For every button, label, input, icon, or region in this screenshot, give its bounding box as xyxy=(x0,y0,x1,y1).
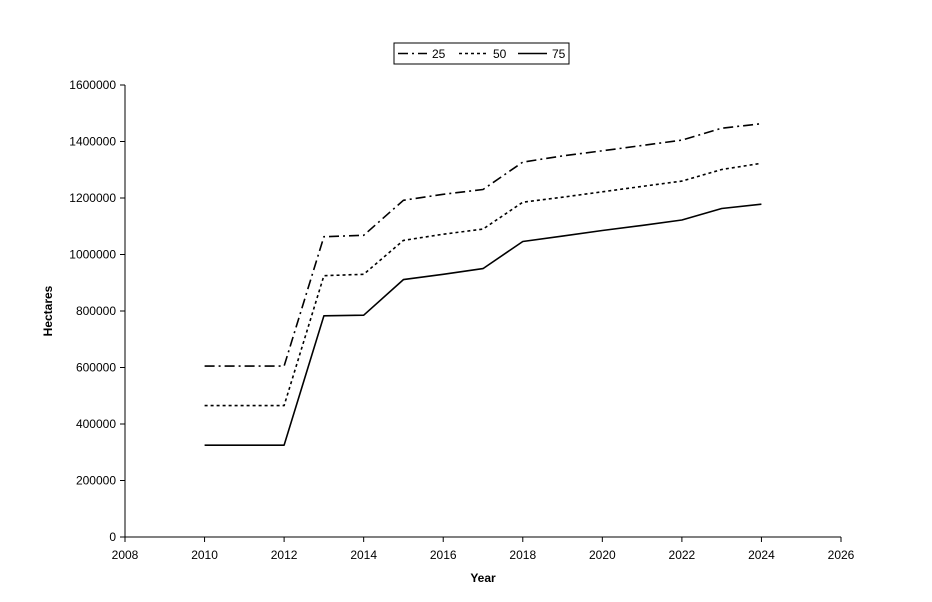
legend: 25 50 75 xyxy=(393,42,570,65)
y-tick-label: 1400000 xyxy=(69,135,116,149)
legend-label-50: 50 xyxy=(493,47,507,61)
plot-area xyxy=(204,122,762,447)
y-tick-label: 600000 xyxy=(76,361,116,375)
x-tick-label: 2018 xyxy=(509,548,536,562)
y-tick-label: 1200000 xyxy=(69,191,116,205)
legend-label-75: 75 xyxy=(552,47,566,61)
axes: 0 200000 400000 600000 800000 1000000 1200000 1… xyxy=(69,78,854,562)
x-tick-label: 2016 xyxy=(430,548,457,562)
series-line-25 xyxy=(204,122,762,367)
y-tick-label: 0 xyxy=(109,530,116,544)
y-tick-label: 200000 xyxy=(76,474,116,488)
series-line-75 xyxy=(204,203,762,447)
series-line-50 xyxy=(204,162,762,407)
legend-label-25: 25 xyxy=(432,47,446,61)
legend-box xyxy=(393,42,570,65)
y-tick-label: 400000 xyxy=(76,417,116,431)
x-tick-label: 2022 xyxy=(669,548,696,562)
x-tick-label: 2008 xyxy=(112,548,139,562)
y-tick-label: 1600000 xyxy=(69,78,116,92)
y-tick-label: 800000 xyxy=(76,304,116,318)
x-tick-label: 2020 xyxy=(589,548,616,562)
x-tick-label: 2024 xyxy=(748,548,775,562)
y-axis-title: Hectares xyxy=(41,285,55,336)
x-tick-label: 2012 xyxy=(271,548,298,562)
x-tick-label: 2014 xyxy=(350,548,377,562)
x-tick-label: 2010 xyxy=(191,548,218,562)
x-axis-title: Year xyxy=(470,571,496,585)
y-tick-label: 1000000 xyxy=(69,248,116,262)
x-tick-label: 2026 xyxy=(828,548,855,562)
